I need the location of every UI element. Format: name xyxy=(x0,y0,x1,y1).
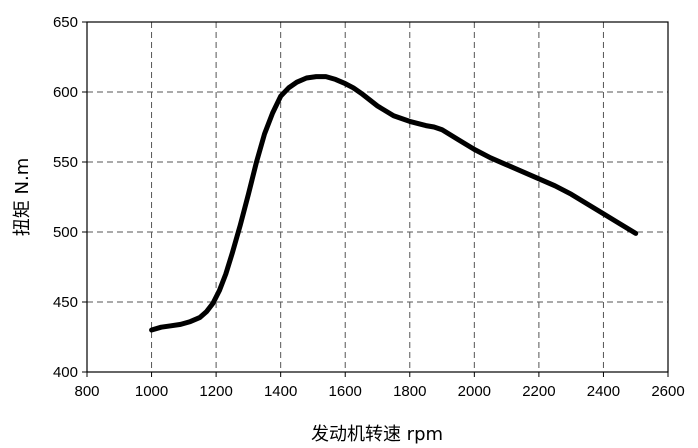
y-tick-label-650: 650 xyxy=(53,14,78,31)
x-tick-label-2200: 2200 xyxy=(522,383,555,400)
x-axis-title: 发动机转速 rpm xyxy=(311,424,443,445)
series-line-0 xyxy=(149,74,639,333)
grid xyxy=(87,22,668,372)
series-layer xyxy=(149,74,639,333)
y-axis-title: 扭矩 N.m xyxy=(12,158,33,236)
x-tick-label-1400: 1400 xyxy=(264,383,297,400)
x-tick-label-1800: 1800 xyxy=(393,383,426,400)
x-tick-label-1000: 1000 xyxy=(135,383,168,400)
x-tick-label-2400: 2400 xyxy=(587,383,620,400)
y-tick-label-450: 450 xyxy=(53,294,78,311)
x-axis-ticks: 800 1000 1200 1400 1600 1800 2000 2200 2400 2600 xyxy=(74,372,685,400)
plot-area-frame xyxy=(86,21,669,373)
y-axis-ticks: 400 450 500 550 600 650 xyxy=(53,14,87,381)
x-tick-label-800: 800 xyxy=(74,383,99,400)
y-tick-label-600: 600 xyxy=(53,84,78,101)
x-tick-label-1200: 1200 xyxy=(199,383,232,400)
y-tick-label-550: 550 xyxy=(53,154,78,171)
x-tick-label-2000: 2000 xyxy=(458,383,491,400)
x-tick-label-1600: 1600 xyxy=(329,383,362,400)
x-tick-label-2600: 2600 xyxy=(651,383,684,400)
y-tick-label-400: 400 xyxy=(53,364,78,381)
y-tick-label-500: 500 xyxy=(53,224,78,241)
